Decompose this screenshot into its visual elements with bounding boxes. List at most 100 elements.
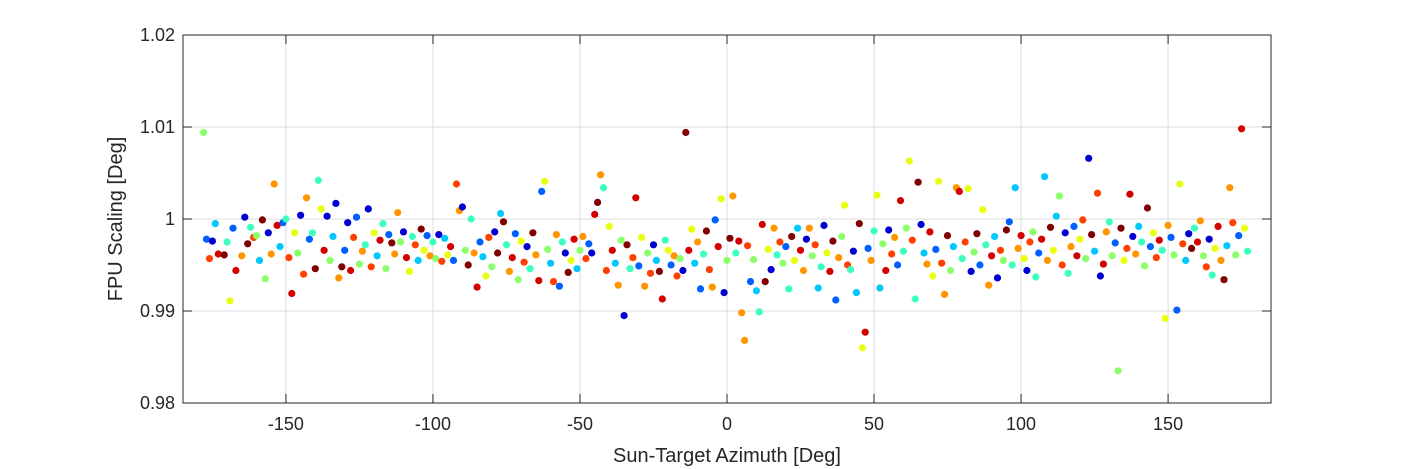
data-point xyxy=(788,232,796,241)
data-point xyxy=(285,254,293,262)
data-point xyxy=(579,232,587,241)
data-point xyxy=(729,192,737,200)
data-point xyxy=(894,261,902,269)
data-point xyxy=(852,289,861,297)
data-point xyxy=(855,220,863,228)
data-point xyxy=(629,254,637,262)
data-point xyxy=(911,295,919,303)
data-point xyxy=(858,344,866,352)
data-point xyxy=(1064,269,1072,277)
data-point xyxy=(1190,224,1199,232)
data-point xyxy=(682,128,690,137)
data-point xyxy=(552,231,561,239)
data-point xyxy=(732,249,740,257)
data-point xyxy=(652,256,661,264)
data-point xyxy=(1235,232,1243,240)
data-point xyxy=(1082,255,1090,263)
data-point xyxy=(247,223,255,231)
data-point xyxy=(996,246,1005,254)
axis-ticks xyxy=(183,34,1271,404)
data-point xyxy=(544,245,552,253)
data-point xyxy=(411,241,419,249)
data-point xyxy=(405,267,413,275)
data-point xyxy=(1146,243,1154,251)
data-point xyxy=(1199,252,1207,260)
data-point xyxy=(814,284,822,292)
data-point xyxy=(255,256,264,264)
data-point xyxy=(508,254,516,262)
data-point xyxy=(888,250,896,258)
data-point xyxy=(1067,243,1075,251)
data-point xyxy=(564,268,572,276)
data-point xyxy=(770,224,778,232)
data-point xyxy=(820,221,828,229)
data-point xyxy=(1223,242,1231,250)
data-point xyxy=(796,246,805,254)
data-point xyxy=(317,205,325,213)
data-point xyxy=(441,234,449,242)
x-tick-label: -50 xyxy=(567,414,593,434)
data-point xyxy=(970,248,978,256)
data-point xyxy=(517,237,525,245)
data-point xyxy=(270,180,278,188)
data-point xyxy=(673,272,681,280)
data-point xyxy=(200,128,208,137)
data-point xyxy=(899,247,908,255)
data-point xyxy=(1126,190,1134,198)
data-point xyxy=(755,308,763,316)
data-point xyxy=(261,275,269,283)
data-point xyxy=(1141,262,1149,270)
data-point xyxy=(1202,263,1210,271)
data-point xyxy=(879,240,887,248)
data-point xyxy=(1170,251,1178,259)
data-point xyxy=(735,237,743,245)
data-point xyxy=(488,263,496,271)
data-point xyxy=(614,281,622,289)
data-point xyxy=(846,266,855,274)
data-point xyxy=(1176,180,1184,188)
data-point xyxy=(785,285,793,293)
data-point xyxy=(402,254,411,262)
data-point xyxy=(799,266,808,275)
data-point xyxy=(379,220,387,228)
data-point xyxy=(873,191,881,199)
data-point xyxy=(694,238,702,246)
data-point xyxy=(311,265,319,273)
data-point xyxy=(929,272,937,280)
data-point xyxy=(461,246,469,254)
data-point xyxy=(623,241,631,249)
data-point xyxy=(1041,173,1049,181)
data-point xyxy=(1061,229,1069,237)
data-point xyxy=(241,213,249,221)
data-point xyxy=(594,198,602,206)
data-point xyxy=(479,253,487,261)
data-point xyxy=(658,295,666,303)
data-point xyxy=(576,246,584,254)
data-point xyxy=(791,256,799,264)
data-point xyxy=(1226,184,1234,192)
data-point xyxy=(1085,154,1093,162)
x-tick-label: 150 xyxy=(1153,414,1183,434)
data-point xyxy=(223,238,231,246)
y-tick-label: 0.98 xyxy=(140,393,175,413)
data-point xyxy=(1208,271,1216,279)
data-point xyxy=(605,222,614,230)
data-point xyxy=(932,245,940,253)
data-point xyxy=(591,210,599,218)
data-point xyxy=(661,236,669,244)
data-point xyxy=(1120,256,1128,264)
data-point xyxy=(1008,261,1016,269)
data-point xyxy=(667,261,675,269)
data-point xyxy=(782,243,790,251)
data-point xyxy=(420,246,428,254)
data-point xyxy=(229,224,237,232)
data-point xyxy=(946,266,955,275)
data-point xyxy=(885,226,893,234)
data-point xyxy=(1052,212,1060,220)
data-point xyxy=(1091,247,1099,255)
data-point xyxy=(685,246,693,254)
data-point xyxy=(573,265,581,273)
data-point xyxy=(1232,251,1240,259)
data-point xyxy=(1149,229,1157,237)
data-point xyxy=(1105,218,1113,226)
